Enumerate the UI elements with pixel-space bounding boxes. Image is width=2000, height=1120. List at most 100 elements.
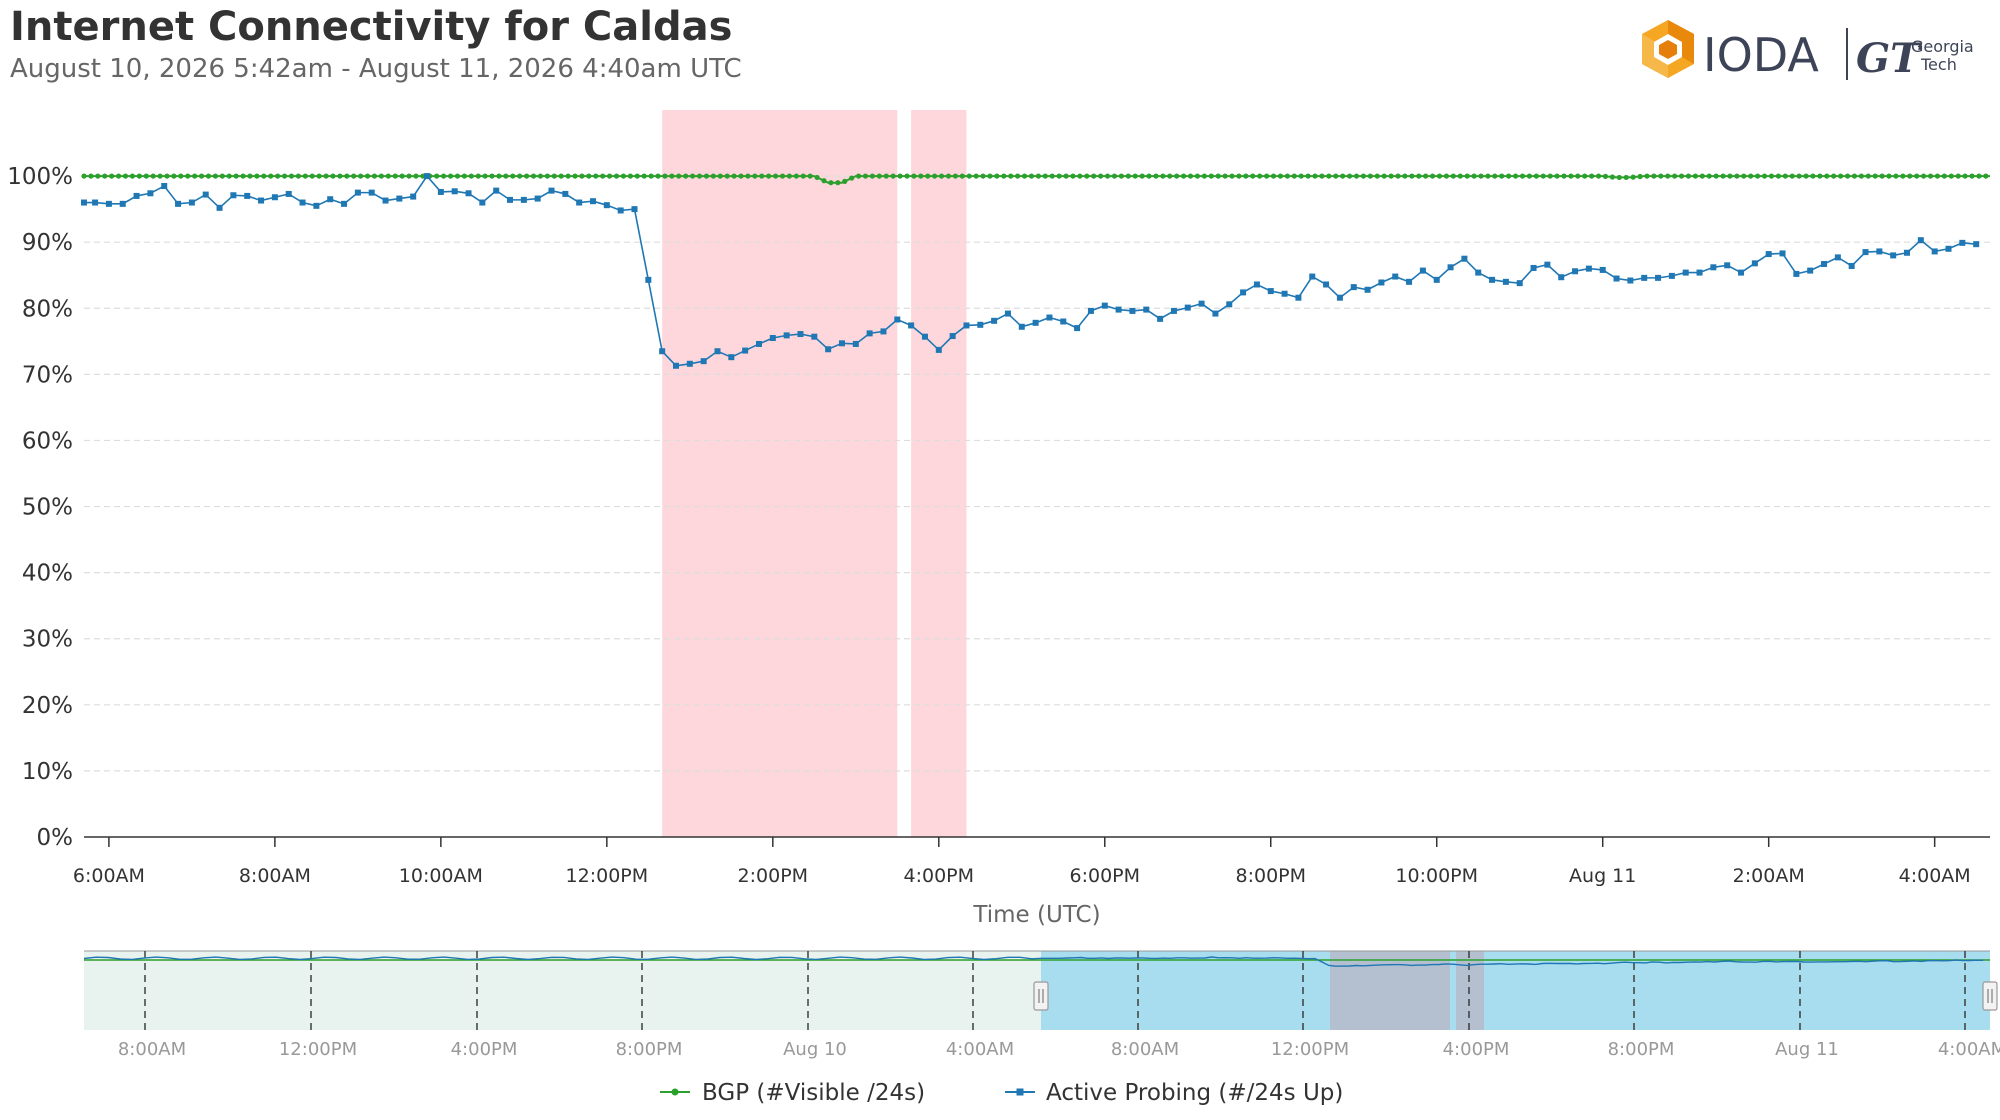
navigator-left-handle[interactable]	[1033, 981, 1049, 1011]
bgp-point	[731, 173, 737, 179]
active-probing-point	[1655, 274, 1662, 281]
active-probing-point	[133, 192, 140, 199]
bgp-point	[1395, 173, 1401, 179]
bgp-point	[330, 173, 336, 179]
active-probing-point	[1931, 248, 1938, 255]
bgp-point	[1568, 173, 1574, 179]
bgp-point	[1540, 173, 1546, 179]
bgp-point	[1692, 173, 1698, 179]
bgp-point	[1471, 173, 1477, 179]
bgp-point	[876, 173, 882, 179]
bgp-point	[1243, 173, 1249, 179]
active-probing-point	[1004, 310, 1011, 317]
bgp-point	[620, 173, 627, 179]
bgp-point	[932, 173, 938, 179]
active-probing-point	[1544, 261, 1551, 268]
bgp-point	[240, 173, 246, 179]
bgp-point	[938, 173, 945, 179]
bgp-point	[1416, 173, 1422, 179]
active-probing-point	[1018, 323, 1025, 330]
bgp-point	[226, 173, 232, 179]
active-probing-point	[354, 189, 361, 196]
bgp-point	[1554, 173, 1560, 179]
bgp-point	[1865, 173, 1871, 179]
active-probing-point	[1765, 251, 1772, 258]
active-probing-point	[1101, 302, 1108, 309]
bgp-point	[178, 173, 184, 179]
active-probing-point	[1696, 269, 1703, 276]
bgp-point	[1353, 173, 1360, 179]
y-tick-label: 90%	[22, 230, 73, 256]
active-probing-point	[368, 189, 375, 196]
bgp-point	[517, 173, 523, 179]
bgp-point	[696, 173, 703, 179]
bgp-point	[883, 173, 889, 179]
navigator-right-handle[interactable]	[1982, 981, 1998, 1011]
bgp-point	[1678, 173, 1685, 179]
active-probing-point	[742, 347, 749, 354]
active-probing-point	[783, 332, 790, 339]
bgp-point	[1914, 173, 1920, 179]
time-navigator[interactable]: 8:00AM 12:00PM 4:00PM 8:00PM Aug 10 4:00AM 8:0…	[83, 950, 2000, 1060]
bgp-point	[247, 173, 253, 179]
bgp-point	[1346, 173, 1353, 179]
bgp-point	[600, 173, 606, 179]
active-probing-point	[1599, 266, 1606, 273]
bgp-point	[1222, 173, 1228, 179]
bgp-point	[1464, 173, 1470, 179]
x-tick-label: Aug 11	[1569, 865, 1636, 887]
bgp-point	[987, 173, 993, 179]
navigator-tick-label: 8:00PM	[1608, 1039, 1675, 1060]
bgp-point	[1291, 173, 1297, 179]
bgp-point	[1969, 173, 1975, 179]
active-probing-point	[1350, 284, 1357, 291]
bgp-point	[1229, 173, 1235, 179]
active-probing-point	[451, 188, 458, 195]
bgp-point	[1755, 173, 1761, 179]
active-probing-point	[963, 322, 970, 329]
bgp-point	[323, 173, 329, 179]
active-probing-point	[1613, 275, 1620, 282]
navigator-outage-2	[1456, 951, 1484, 1030]
bgp-point	[1851, 173, 1858, 179]
bgp-point	[1485, 173, 1491, 179]
bgp-point	[1665, 173, 1671, 179]
bgp-point	[1817, 173, 1823, 179]
active-probing-point	[590, 198, 597, 205]
bgp-point	[122, 173, 129, 179]
bgp-point	[537, 173, 544, 179]
x-tick-label: 2:00PM	[738, 865, 809, 887]
active-probing-point	[548, 187, 555, 194]
legend-item-bgp[interactable]: BGP (#Visible /24s)	[660, 1080, 925, 1106]
bgp-point	[371, 173, 378, 179]
bgp-point	[489, 173, 495, 179]
bgp-point	[855, 173, 862, 179]
y-axis-labels: 0% 10% 20% 30% 40% 50% 60% 70% 80% 90% 100%	[7, 164, 73, 851]
legend-item-active-probing[interactable]: Active Probing (#/24s Up)	[1005, 1080, 1343, 1106]
bgp-point	[1927, 173, 1934, 179]
bgp-point	[1713, 173, 1719, 179]
bgp-point	[81, 173, 87, 179]
bgp-point	[129, 173, 136, 179]
handle-grip	[1982, 981, 1998, 1011]
bgp-point	[1658, 173, 1664, 179]
active-probing-point	[1240, 289, 1247, 296]
bgp-point	[551, 173, 557, 179]
bgp-point	[358, 173, 364, 179]
active-probing-point	[92, 199, 99, 206]
active-probing-point	[1876, 248, 1883, 255]
bgp-point	[980, 173, 986, 179]
y-tick-label: 20%	[22, 693, 73, 719]
chart-header: Internet Connectivity for Caldas August …	[0, 0, 2000, 100]
bgp-point	[1838, 173, 1844, 179]
bgp-point	[1699, 173, 1705, 179]
active-probing-point	[672, 362, 679, 369]
gt-line1: Georgia	[1911, 37, 1974, 56]
active-probing-point	[1406, 278, 1413, 285]
bgp-point	[399, 173, 405, 179]
bgp-point	[925, 173, 931, 179]
bgp-line	[84, 175, 1990, 184]
active-probing-line	[84, 174, 1977, 367]
bgp-point	[205, 173, 212, 179]
navigator-tick-label: 8:00PM	[616, 1039, 683, 1060]
